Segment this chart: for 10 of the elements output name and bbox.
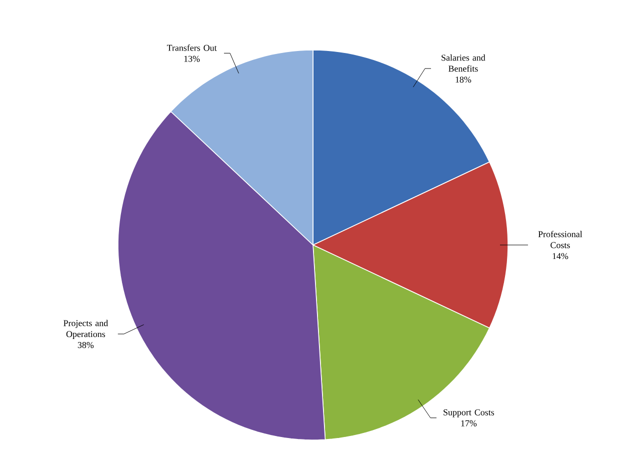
data-label: 38% <box>78 342 94 348</box>
data-label: 14% <box>552 253 568 260</box>
data-label: 18% <box>456 76 472 83</box>
slice-label: Transfers Out <box>166 44 217 51</box>
slice-label: Professional Costs <box>538 230 582 248</box>
data-label: 17% <box>461 420 477 426</box>
slice-label: Support Costs <box>444 409 494 418</box>
slice-label: Salaries and Benefits <box>442 54 486 72</box>
data-label: 13% <box>184 56 200 62</box>
slice-label: Projects and Operations <box>64 320 108 339</box>
